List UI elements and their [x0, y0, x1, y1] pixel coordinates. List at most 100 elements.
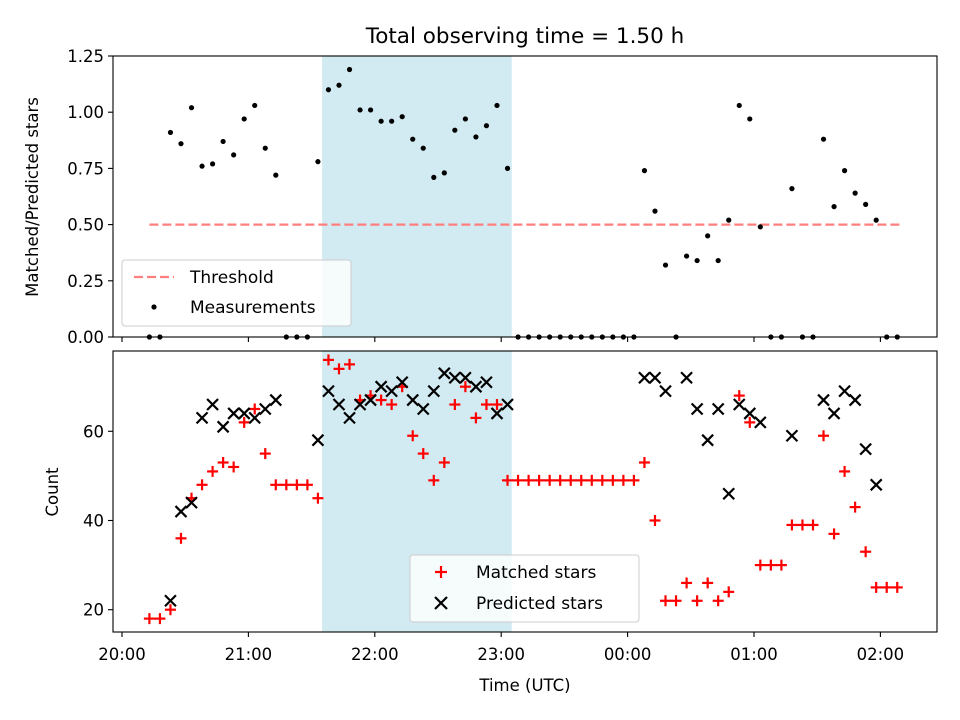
predicted-star-point [754, 416, 767, 429]
predicted-star-point [216, 420, 230, 434]
matched-star-point [333, 363, 345, 375]
measurement-point [863, 201, 869, 207]
measurement-point [325, 87, 332, 93]
predicted-legend-marker [434, 596, 448, 610]
measurement-point [209, 161, 216, 167]
x-tick-label: 01:00 [730, 645, 778, 664]
predicted-star-point [332, 398, 346, 411]
matched-star-point [670, 595, 682, 607]
matched-star-point [322, 354, 334, 366]
matched-star-point [839, 465, 851, 477]
measurement-point [873, 217, 879, 223]
x-tick-label: 00:00 [604, 645, 652, 664]
matched-star-point [428, 474, 440, 486]
predicted-star-point [185, 496, 198, 509]
predicted-star-point [722, 487, 735, 501]
predicted-legend-label: Predicted stars [476, 594, 603, 614]
predicted-star-point [869, 478, 883, 492]
matched-star-point [870, 581, 882, 593]
predicted-star-point [743, 407, 757, 420]
matched-star-point [228, 461, 240, 473]
matched-star-point [512, 474, 524, 486]
matched-star-point [554, 474, 566, 486]
ratio-y-axis-label: Matched/Predicted stars [23, 97, 42, 297]
ratio-plot-frame [112, 55, 938, 338]
x-tick-label: 02:00 [857, 645, 905, 664]
matched-star-point [207, 465, 219, 477]
measurement-point [346, 66, 353, 73]
matched-star-point [291, 479, 303, 491]
matched-star-point [375, 394, 387, 406]
matched-star-point [881, 581, 893, 593]
count-x-axis: 20:00 21:00 22:00 23:00 00:00 01:00 02:00 [98, 632, 904, 664]
measurement-point [273, 172, 279, 178]
matched-star-point [312, 492, 324, 504]
predicted-star-point [859, 442, 872, 456]
predicted-star-point [416, 402, 430, 416]
matched-star-point [143, 613, 155, 625]
matched-star-point [807, 519, 819, 531]
y-tick-label: 0.50 [67, 216, 104, 235]
measurements-legend-marker [151, 304, 157, 310]
measurement-point [262, 145, 268, 151]
ratio-legend-box [121, 259, 352, 327]
matched-star-point [638, 457, 650, 469]
measurement-point [641, 168, 648, 174]
ratio-y-axis: 0.00 0.25 0.50 0.75 1.00 1.25 [67, 47, 113, 347]
matched-star-point [175, 532, 187, 544]
measurement-point [494, 102, 500, 109]
matched-star-point [786, 519, 798, 531]
measurement-point [241, 116, 247, 122]
predicted-star-points [164, 367, 883, 608]
matched-star-point [565, 474, 577, 486]
matched-star-point [491, 399, 503, 411]
predicted-star-point [195, 411, 209, 425]
count-legend-box [409, 554, 640, 623]
y-tick-label: 60 [83, 422, 104, 441]
matched-star-point [681, 577, 693, 589]
predicted-star-point [638, 371, 651, 385]
measurement-point [683, 253, 690, 259]
matched-star-point [796, 519, 808, 531]
predicted-star-point [311, 433, 325, 447]
y-tick-label: 0.25 [67, 272, 104, 291]
measurement-point [789, 186, 795, 192]
predicted-star-point [438, 367, 451, 380]
measurement-point [483, 123, 490, 129]
matched-star-point [417, 448, 429, 460]
matched-star-point [280, 479, 292, 491]
measurement-point [452, 127, 458, 133]
measurement-point [315, 159, 321, 165]
matched-star-point [544, 474, 556, 486]
matched-star-point [849, 501, 861, 513]
measurement-point [399, 114, 405, 120]
measurement-point [662, 262, 669, 268]
predicted-star-point [395, 375, 409, 389]
measurement-point [715, 257, 721, 264]
measurement-point [831, 204, 837, 210]
measurements-legend-label: Measurements [190, 298, 316, 318]
predicted-star-point [659, 384, 672, 398]
x-tick-label: 23:00 [477, 645, 525, 664]
predicted-star-point [480, 375, 493, 389]
matched-star-point [691, 595, 703, 607]
predicted-star-point [459, 371, 472, 385]
predicted-star-point [258, 402, 272, 416]
predicted-star-point [648, 371, 662, 385]
predicted-star-point [785, 429, 799, 443]
matched-star-points [143, 354, 903, 625]
predicted-star-point [164, 594, 177, 608]
matched-star-point [270, 479, 282, 491]
predicted-star-point [501, 398, 514, 411]
matched-star-point [196, 479, 208, 491]
predicted-star-point [206, 398, 219, 411]
matched-legend-label: Matched stars [476, 563, 596, 583]
matched-star-point [164, 604, 176, 616]
predicted-star-point [374, 380, 388, 393]
matched-star-point [712, 595, 724, 607]
matched-legend-marker [435, 566, 447, 578]
predicted-star-point [732, 398, 746, 411]
measurement-point [694, 257, 700, 264]
count-y-axis: 20 40 60 [83, 422, 113, 620]
measurement-point [357, 107, 363, 113]
